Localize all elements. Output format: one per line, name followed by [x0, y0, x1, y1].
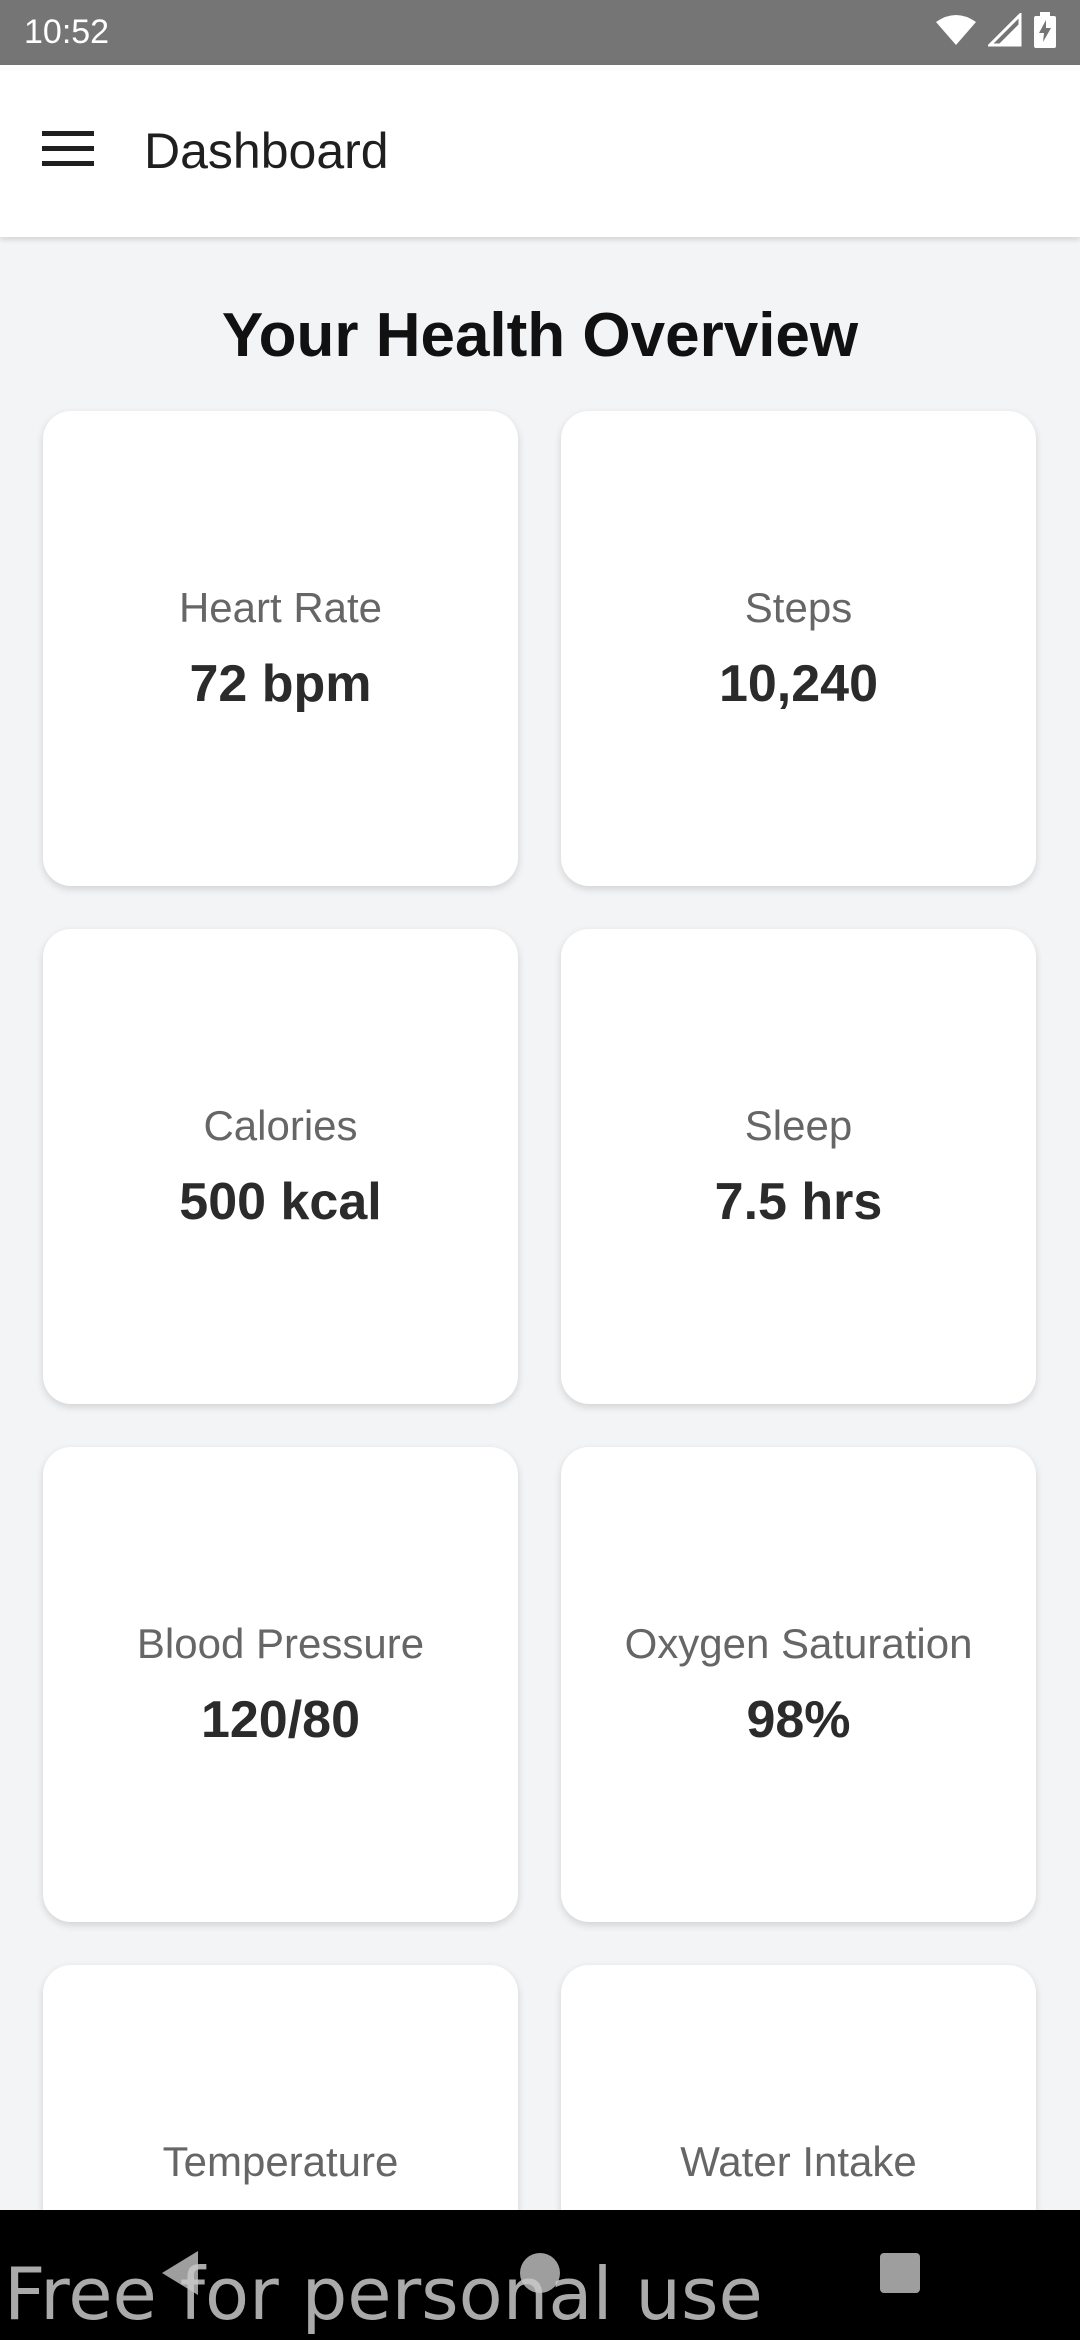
home-button[interactable]: [480, 2225, 600, 2325]
card-water-intake[interactable]: Water Intake: [561, 1965, 1036, 2210]
card-label: Water Intake: [680, 2137, 917, 2185]
card-label: Heart Rate: [178, 583, 383, 631]
card-label: Calories: [203, 1101, 358, 1149]
battery-charging-icon: [1034, 12, 1056, 53]
health-cards-grid: Heart Rate 72 bpm Steps 10,240 Calories …: [43, 411, 1036, 2210]
card-temperature[interactable]: Temperature: [43, 1965, 518, 2210]
back-button[interactable]: [120, 2225, 240, 2325]
recents-icon: [879, 2252, 921, 2299]
card-value: 10,240: [718, 654, 879, 713]
card-steps[interactable]: Steps 10,240: [561, 411, 1036, 886]
card-value: 98%: [746, 1690, 851, 1749]
status-time: 10:52: [24, 13, 110, 51]
main-content[interactable]: Your Health Overview Heart Rate 72 bpm S…: [0, 237, 1080, 2210]
back-icon: [158, 2249, 202, 2302]
card-sleep[interactable]: Sleep 7.5 hrs: [561, 929, 1036, 1404]
card-heart-rate[interactable]: Heart Rate 72 bpm: [43, 411, 518, 886]
home-icon: [518, 2251, 562, 2300]
page-heading: Your Health Overview: [221, 301, 859, 370]
recents-button[interactable]: [840, 2225, 960, 2325]
app-bar: Dashboard: [0, 65, 1080, 237]
app-title: Dashboard: [144, 123, 389, 179]
card-value: 7.5 hrs: [714, 1172, 883, 1231]
status-icons: [936, 11, 1056, 53]
card-label: Oxygen Saturation: [624, 1619, 973, 1667]
signal-icon: [986, 11, 1022, 52]
card-calories[interactable]: Calories 500 kcal: [43, 929, 518, 1404]
card-label: Temperature: [162, 2137, 399, 2185]
watermark: Free for personal use: [4, 2252, 763, 2336]
card-label: Steps: [744, 583, 853, 631]
system-nav-bar: [0, 2210, 1080, 2340]
card-oxygen-saturation[interactable]: Oxygen Saturation 98%: [561, 1447, 1036, 1922]
card-label: Sleep: [744, 1101, 853, 1149]
menu-icon: [42, 130, 94, 172]
menu-button[interactable]: [40, 123, 96, 179]
card-value: 120/80: [200, 1690, 361, 1749]
card-value: 72 bpm: [189, 654, 372, 713]
card-blood-pressure[interactable]: Blood Pressure 120/80: [43, 1447, 518, 1922]
card-label: Blood Pressure: [136, 1619, 425, 1667]
wifi-icon: [936, 14, 976, 51]
card-value: 500 kcal: [179, 1172, 382, 1231]
status-bar: 10:52: [0, 0, 1080, 65]
